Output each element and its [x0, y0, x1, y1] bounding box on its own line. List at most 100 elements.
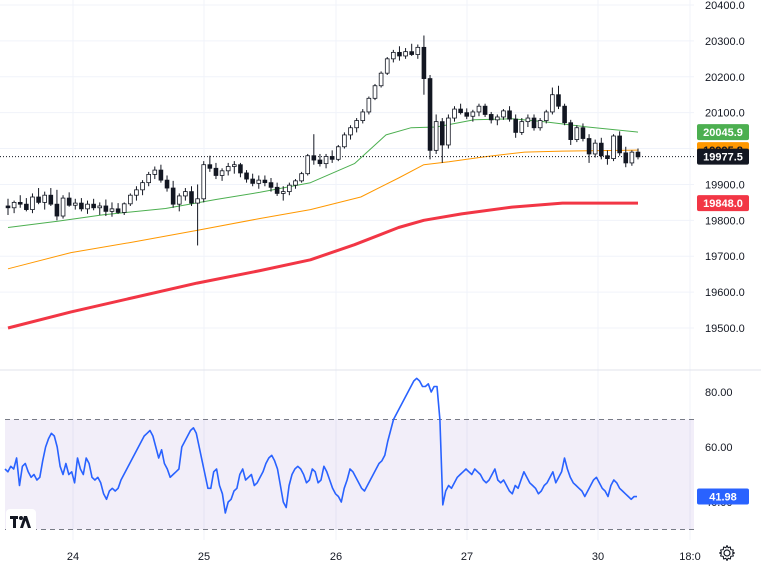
candle-body — [42, 194, 47, 203]
candle-body — [360, 111, 366, 121]
candle-body — [391, 51, 396, 60]
candle-body — [550, 94, 555, 113]
candle-body — [476, 105, 482, 113]
candle-body — [176, 195, 182, 205]
x-tick-label: 25 — [198, 551, 210, 563]
candle-body — [446, 117, 451, 146]
tradingview-logo — [6, 509, 36, 535]
y-tick-label: 19600.0 — [705, 287, 745, 299]
candle-body — [121, 203, 127, 213]
candle-body — [329, 156, 335, 160]
candle-body — [207, 164, 213, 169]
candle-body — [256, 179, 262, 184]
candle-body — [146, 173, 151, 184]
candle-body — [525, 117, 531, 123]
x-tick-label: 26 — [330, 551, 342, 563]
candle-body — [556, 94, 561, 107]
candle-body — [134, 189, 139, 196]
candle-body — [403, 51, 408, 57]
candle-body — [17, 201, 23, 205]
candle-body — [623, 152, 629, 164]
candle-body — [115, 208, 121, 213]
candle-body — [225, 166, 231, 172]
moving-average-line — [7, 118, 639, 228]
rsi-line — [4, 377, 638, 514]
candle-body — [629, 151, 635, 164]
candle-body — [11, 201, 17, 209]
candle-body — [232, 164, 237, 167]
price-badge-label: 19848.0 — [703, 198, 743, 210]
candle-body — [635, 151, 641, 158]
candle-body — [384, 58, 390, 74]
rsi-badge — [697, 488, 749, 505]
price-badge-label: 20045.9 — [703, 127, 743, 139]
candle-body — [238, 164, 243, 174]
x-tick-label: 18:0 — [679, 551, 700, 563]
moving-average-line — [7, 149, 639, 270]
x-tick-label: 30 — [592, 551, 604, 563]
candle-body — [348, 127, 353, 136]
candle-body — [60, 197, 66, 217]
candle-body — [458, 108, 463, 114]
candle-body — [213, 167, 219, 176]
candle-body — [354, 120, 359, 129]
candle-body — [311, 155, 317, 161]
candle-body — [501, 110, 506, 118]
candle-body — [531, 117, 537, 129]
candle-body — [103, 205, 109, 212]
candle-body — [250, 178, 255, 184]
candle-body — [409, 51, 414, 55]
candle-body — [439, 121, 445, 146]
candle-body — [305, 155, 311, 175]
candle-body — [433, 121, 439, 151]
candle-body — [293, 180, 298, 186]
candle-body — [464, 112, 470, 117]
candle-body — [189, 191, 194, 204]
candle-body — [574, 127, 580, 140]
candle-body — [140, 182, 145, 191]
y-tick-label: 19500.0 — [705, 323, 745, 335]
candle-body — [183, 191, 188, 197]
y-tick-label: 20200.0 — [705, 72, 745, 84]
grid — [0, 0, 761, 540]
candle-body — [280, 191, 286, 194]
candle-body — [397, 51, 402, 57]
candle-body — [421, 46, 427, 79]
candle-body — [219, 170, 225, 176]
gear-icon[interactable] — [718, 544, 736, 562]
candle-body — [562, 105, 567, 124]
candle-body — [85, 203, 90, 210]
candle-body — [268, 182, 274, 188]
candle-body — [48, 194, 54, 205]
candle-body — [372, 85, 378, 99]
candle-body — [72, 202, 78, 206]
price-badge — [697, 195, 749, 212]
candle-body — [299, 173, 304, 182]
candle-body — [470, 111, 476, 117]
candle-body — [599, 142, 604, 157]
candle-body — [152, 169, 158, 175]
candle-body — [342, 134, 347, 148]
candle-body — [495, 116, 500, 121]
axes: 20400.0 20300.0 20200.0 20100.0 19900.0 19800… — [67, 0, 745, 563]
candle-body — [36, 196, 41, 203]
candle-body — [507, 110, 512, 120]
y-tick-label: 20300.0 — [705, 36, 745, 48]
candle-body — [158, 169, 164, 181]
candle-body — [109, 208, 115, 212]
candle-body — [201, 164, 207, 200]
x-tick-label: 27 — [461, 551, 473, 563]
candle-body — [91, 203, 96, 209]
candle-body — [586, 138, 592, 155]
price-badge-label: 19977.5 — [703, 152, 743, 164]
candle-body — [287, 184, 292, 193]
candle-body — [97, 205, 103, 209]
candle-body — [519, 121, 525, 133]
candle-body — [543, 111, 549, 121]
tv-logo-icon — [10, 516, 31, 528]
candle-body — [128, 194, 133, 205]
candle-body — [244, 172, 249, 180]
